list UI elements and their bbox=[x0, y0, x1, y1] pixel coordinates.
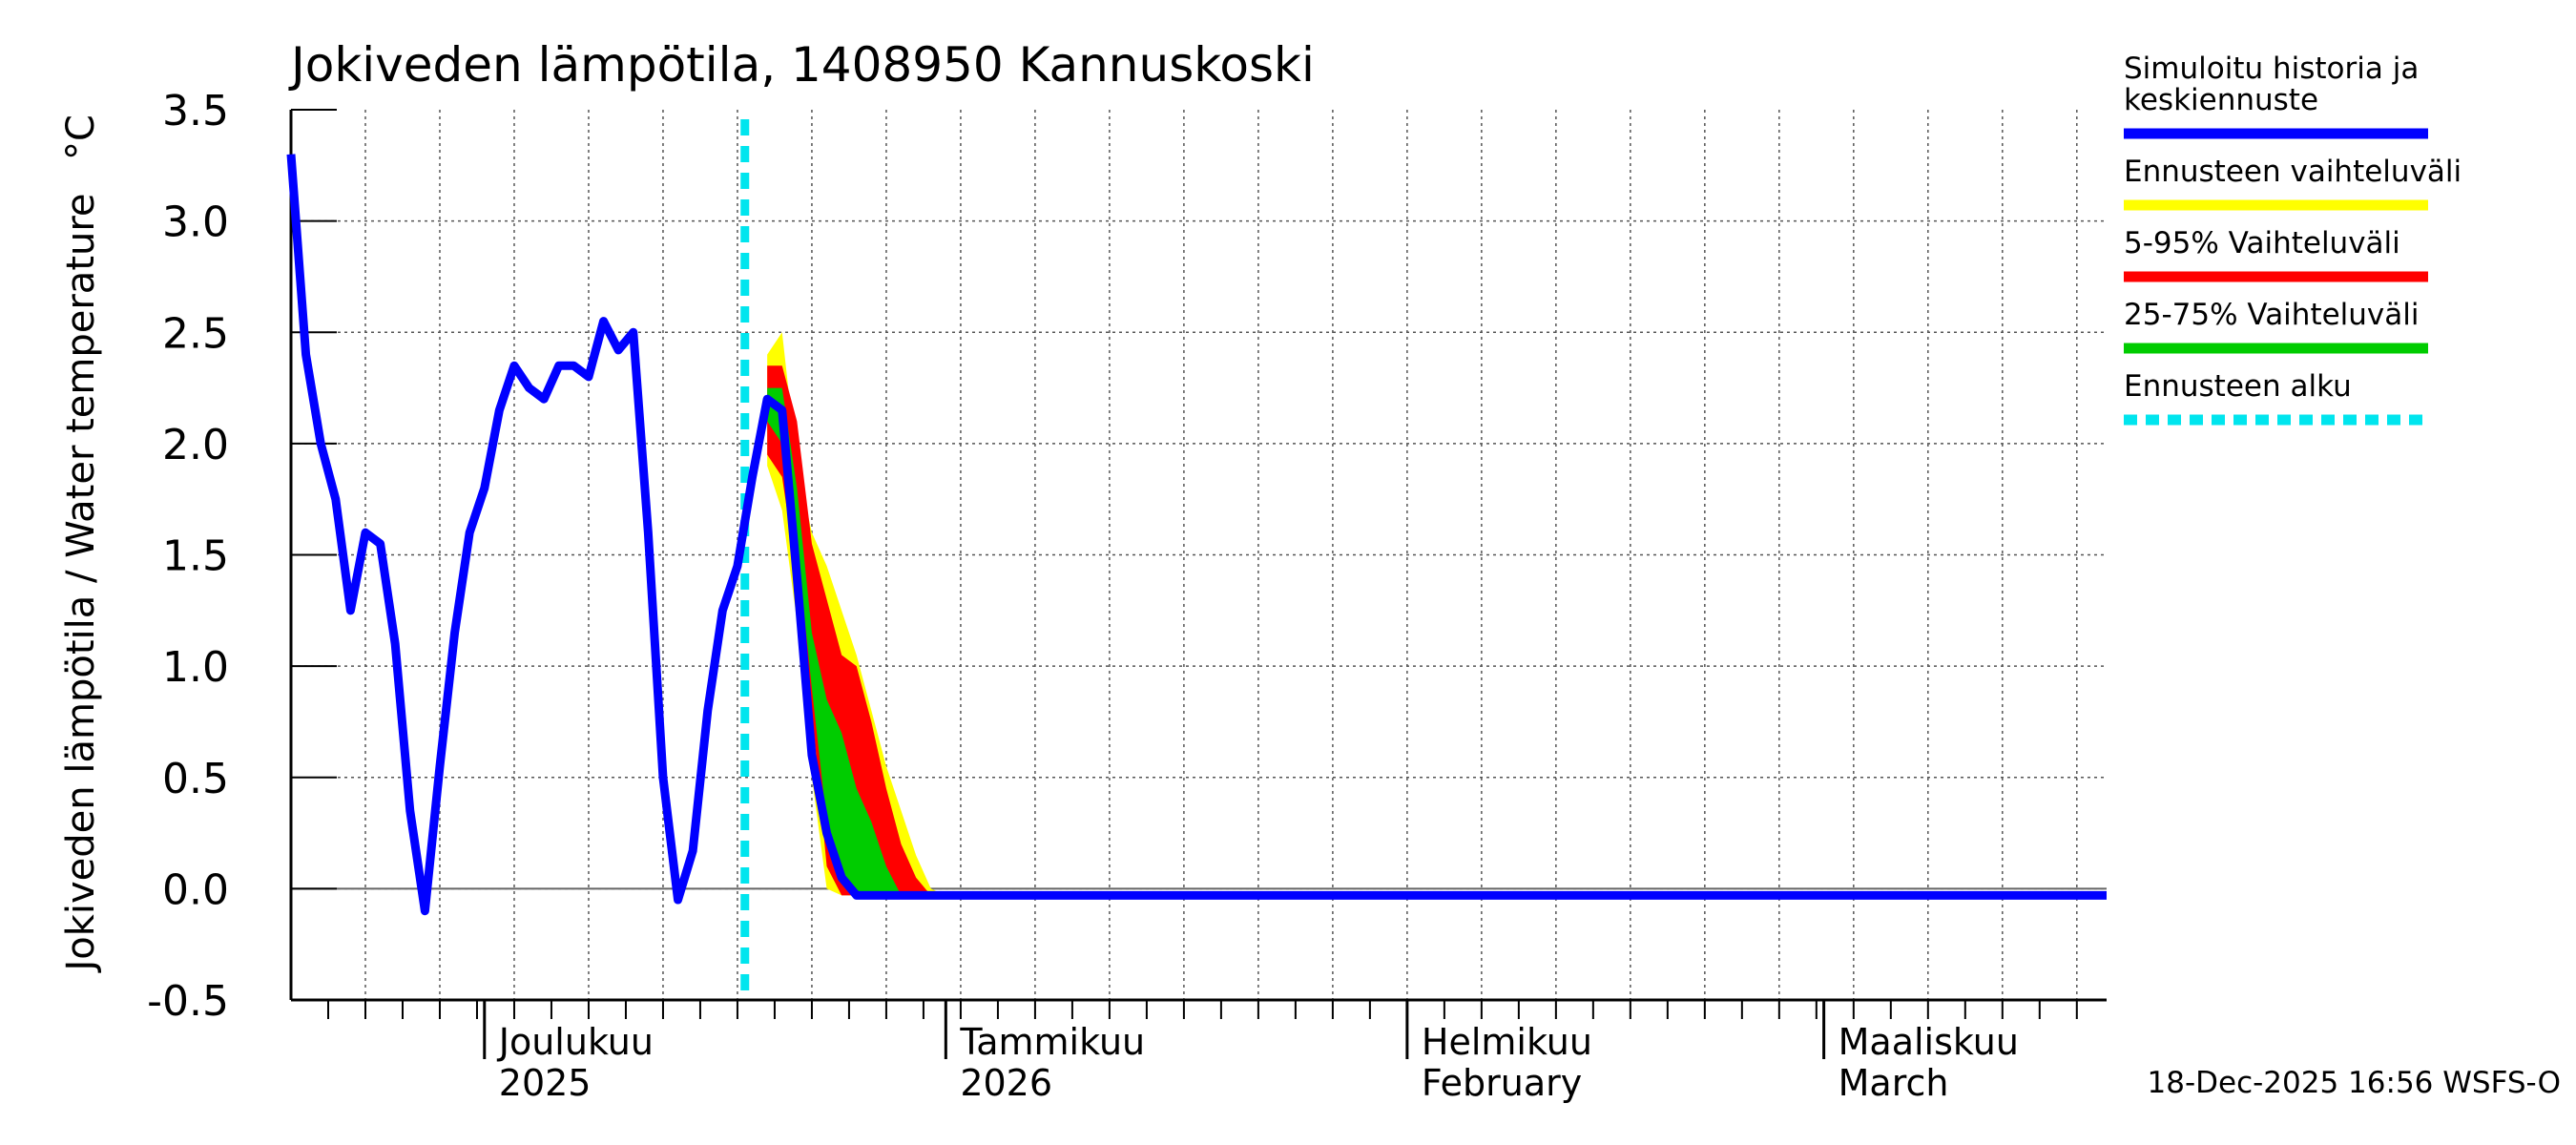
chart-title: Jokiveden lämpötila, 1408950 Kannuskoski bbox=[288, 37, 1315, 93]
month-sublabel: February bbox=[1422, 1062, 1582, 1104]
legend-label: 25-75% Vaihteluväli bbox=[2124, 298, 2420, 332]
grid bbox=[291, 110, 2107, 1000]
y-tick-labels: 3.5 3.0 2.5 2.0 1.5 1.0 0.5 0.0 -0.5 bbox=[147, 87, 229, 1026]
month-label: Helmikuu bbox=[1422, 1021, 1592, 1063]
axes bbox=[289, 109, 2107, 1059]
y-tick-label: 0.5 bbox=[162, 755, 229, 803]
month-label: Maaliskuu bbox=[1839, 1021, 2019, 1063]
y-tick-label: 3.5 bbox=[162, 87, 229, 135]
y-tick-label: -0.5 bbox=[147, 977, 229, 1026]
y-tick-label: 2.0 bbox=[162, 421, 229, 469]
month-sublabel: 2026 bbox=[960, 1062, 1052, 1104]
series bbox=[286, 119, 2107, 1000]
month-sublabel: March bbox=[1839, 1062, 1949, 1104]
y-tick-label: 2.5 bbox=[162, 309, 229, 358]
timestamp: 18-Dec-2025 16:56 WSFS-O bbox=[2148, 1066, 2562, 1100]
y-tick-label: 3.0 bbox=[162, 198, 229, 247]
legend-label: Simuloitu historia ja bbox=[2124, 52, 2419, 86]
month-label: Joulukuu bbox=[497, 1021, 654, 1063]
y-tick-label: 1.5 bbox=[162, 532, 229, 581]
legend-label: keskiennuste bbox=[2124, 83, 2318, 117]
legend-label: Ennusteen vaihteluväli bbox=[2124, 155, 2462, 189]
legend-label: Ennusteen alku bbox=[2124, 369, 2352, 404]
y-tick-label: 1.0 bbox=[162, 643, 229, 692]
month-sublabel: 2025 bbox=[499, 1062, 592, 1104]
history-line bbox=[286, 154, 2107, 916]
month-label: Tammikuu bbox=[959, 1021, 1145, 1063]
legend-label: 5-95% Vaihteluväli bbox=[2124, 226, 2400, 260]
y-axis-unit: °C bbox=[59, 114, 103, 160]
y-axis-label: Jokiveden lämpötila / Water temperature bbox=[59, 193, 103, 973]
y-tick-label: 0.0 bbox=[162, 865, 229, 914]
